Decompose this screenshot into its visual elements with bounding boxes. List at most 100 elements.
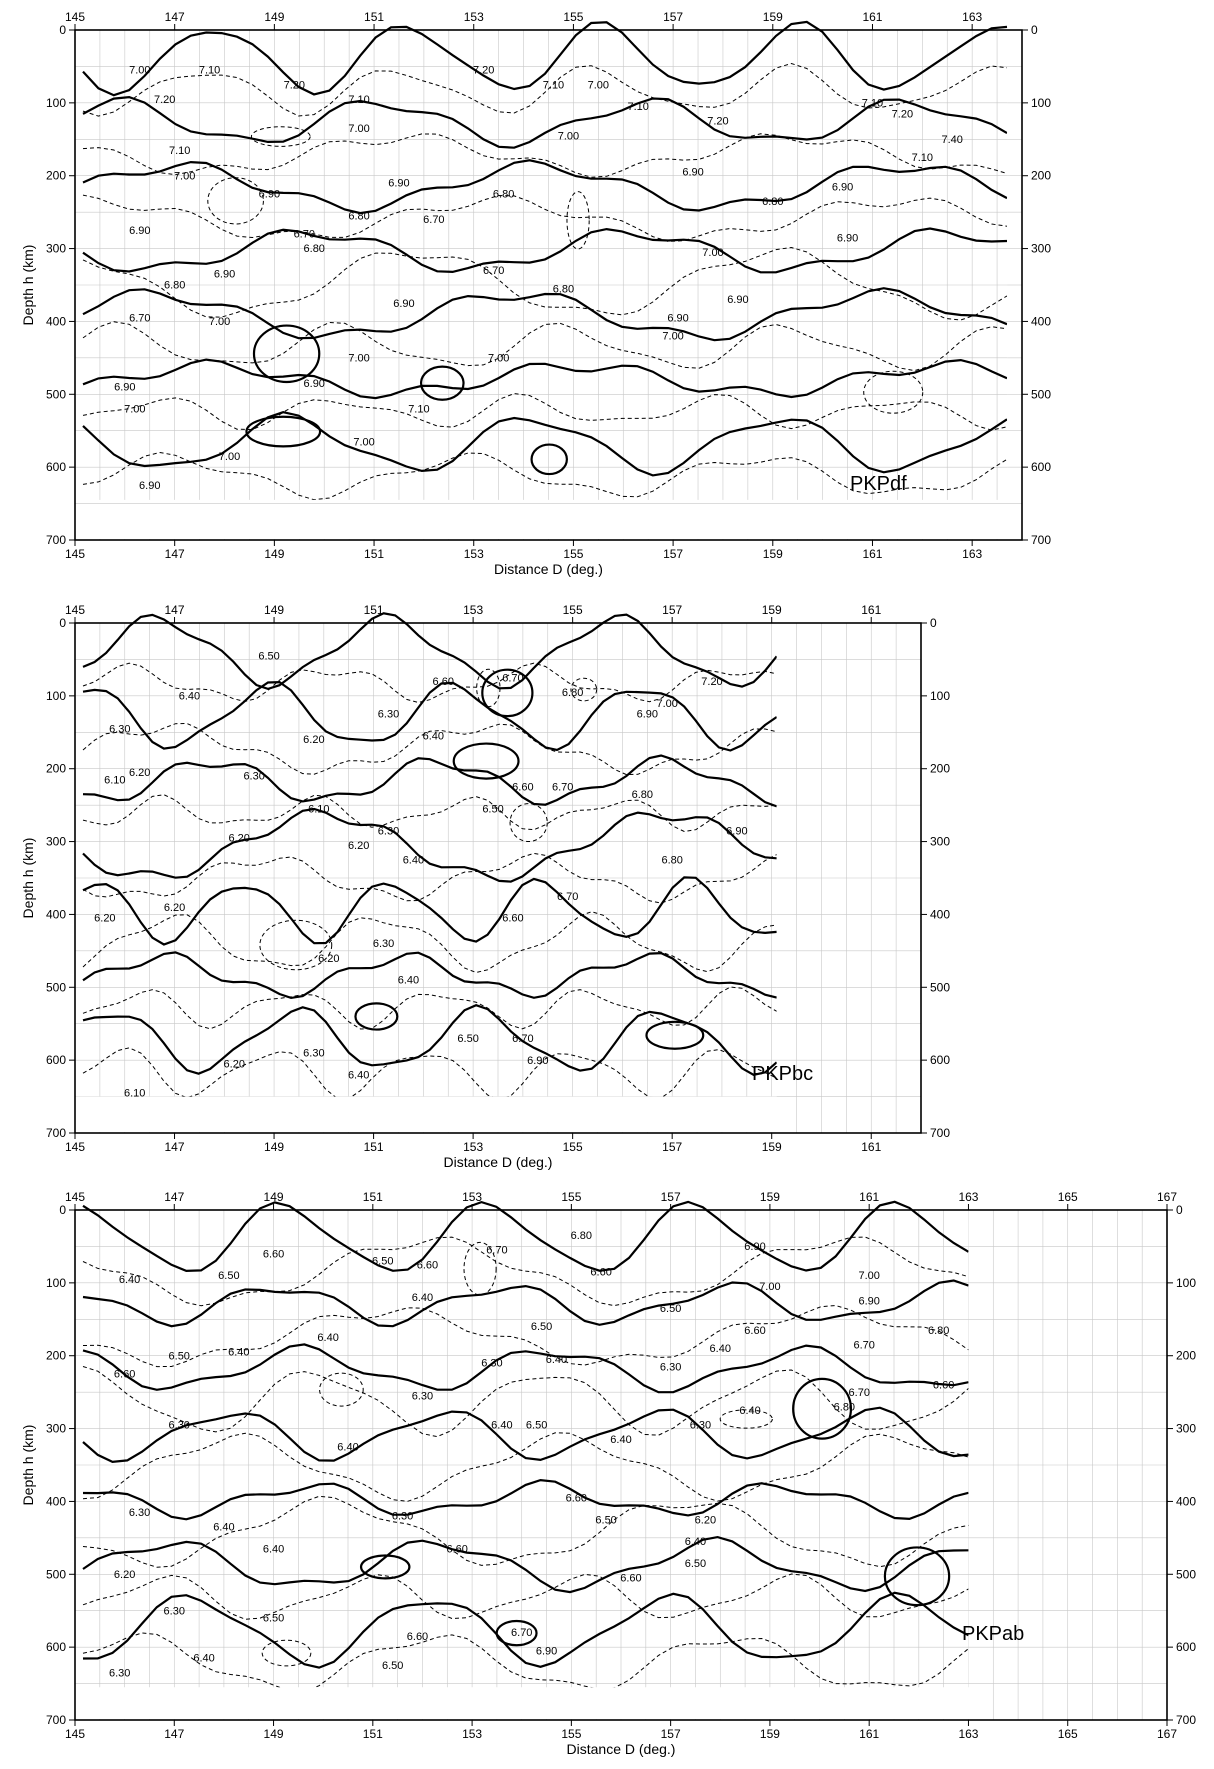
contour-label: 6.60 <box>114 1369 135 1381</box>
contour-loop <box>476 668 501 708</box>
contour-label: 6.40 <box>398 975 419 987</box>
contour-label: 6.90 <box>682 167 703 179</box>
y-tick-label: 600 <box>930 1053 950 1067</box>
contour-label: 6.90 <box>536 1645 557 1657</box>
contour-line <box>82 1432 969 1502</box>
x-tick-label: 167 <box>1157 1190 1177 1204</box>
contour-loop <box>452 742 520 780</box>
contour-label: 6.10 <box>124 1088 145 1100</box>
contour-line <box>82 227 1008 274</box>
contour-label: 6.90 <box>114 382 135 394</box>
contour-label: 6.90 <box>727 294 748 306</box>
contour-label: 7.10 <box>862 98 883 110</box>
contour-loop <box>259 919 333 971</box>
y-tick-label: 0 <box>59 23 66 37</box>
contour-label: 6.90 <box>129 225 150 237</box>
contour-loop <box>481 668 534 718</box>
contour-line <box>82 1366 969 1438</box>
y-tick-label: 300 <box>46 835 66 849</box>
contour-label: 6.20 <box>224 1058 245 1070</box>
y-tick-label: 100 <box>46 689 66 703</box>
x-tick-label: 159 <box>762 603 782 617</box>
x-tick-label: 157 <box>661 1190 681 1204</box>
contour-label: 6.40 <box>423 731 444 743</box>
x-tick-label: 147 <box>165 1140 185 1154</box>
contour-label: 6.50 <box>595 1514 616 1526</box>
contour-loop <box>645 1020 705 1050</box>
contour-label: 7.10 <box>628 101 649 113</box>
contour-label: 6.20 <box>94 913 115 925</box>
contour-line <box>82 358 1008 400</box>
contour-line <box>82 911 777 974</box>
contour-label: 6.70 <box>854 1339 875 1351</box>
contour-label: 6.40 <box>348 1069 369 1081</box>
contour-loop <box>261 1639 312 1667</box>
y-tick-label: 700 <box>46 1713 66 1727</box>
contour-line <box>82 1236 969 1307</box>
y-tick-label: 200 <box>46 169 66 183</box>
contour-loop <box>570 677 598 702</box>
x-tick-label: 151 <box>364 547 384 561</box>
contour-label: 6.30 <box>481 1358 502 1370</box>
contour-line <box>82 1478 969 1521</box>
x-tick-label: 163 <box>958 1190 978 1204</box>
contour-line <box>82 451 1008 501</box>
contour-label: 6.50 <box>382 1660 403 1672</box>
contour-line <box>82 95 1008 149</box>
contour-label: 6.50 <box>169 1350 190 1362</box>
x-tick-label: 145 <box>65 1727 85 1741</box>
contour-label: 6.60 <box>566 1492 587 1504</box>
contour-label: 6.40 <box>337 1441 358 1453</box>
x-tick-label: 147 <box>164 1727 184 1741</box>
y-tick-label: 200 <box>46 1349 66 1363</box>
contour-line <box>82 1535 969 1594</box>
contour-label: 6.30 <box>243 771 264 783</box>
contour-label: 6.30 <box>164 1605 185 1617</box>
contour-label: 6.20 <box>348 840 369 852</box>
contour-label: 6.40 <box>546 1354 567 1366</box>
y-tick-label: 0 <box>59 1203 66 1217</box>
plot-frame <box>74 1209 1168 1721</box>
contour-label: 6.20 <box>129 767 150 779</box>
contour-label: 7.10 <box>543 79 564 91</box>
y-tick-label: 600 <box>1031 460 1051 474</box>
plot-frame <box>74 622 922 1134</box>
contour-label: 7.10 <box>912 152 933 164</box>
x-tick-label: 145 <box>65 603 85 617</box>
contour-line <box>82 612 778 691</box>
y-tick-label: 600 <box>46 460 66 474</box>
plot-frame <box>74 29 1023 541</box>
contour-loop <box>252 324 321 384</box>
x-tick-label: 157 <box>661 1727 681 1741</box>
contour-label: 6.70 <box>557 891 578 903</box>
contour-loop <box>319 1372 364 1407</box>
contour-label: 6.70 <box>511 1627 532 1639</box>
x-tick-label: 149 <box>264 1190 284 1204</box>
contour-label: 6.70 <box>483 265 504 277</box>
contour-line <box>82 1406 969 1464</box>
x-tick-label: 149 <box>264 603 284 617</box>
x-tick-label: 153 <box>463 603 483 617</box>
contour-label: 6.40 <box>412 1292 433 1304</box>
y-tick-label: 100 <box>930 689 950 703</box>
y-tick-label: 200 <box>1031 169 1051 183</box>
y-tick-label: 0 <box>1176 1203 1183 1217</box>
contour-line <box>82 1200 970 1273</box>
x-tick-label: 145 <box>65 547 85 561</box>
y-tick-label: 0 <box>59 616 66 630</box>
panel-label: PKPdf <box>850 473 907 495</box>
x-tick-label: 157 <box>662 603 682 617</box>
x-tick-label: 151 <box>364 603 384 617</box>
contour-label: 6.50 <box>263 1613 284 1625</box>
y-tick-label: 100 <box>46 1276 66 1290</box>
contour-line <box>82 1343 969 1394</box>
contour-loop <box>566 191 590 250</box>
y-tick-label: 500 <box>930 980 950 994</box>
contour-label: 7.00 <box>858 1270 879 1282</box>
chart-panel-PKPab: 6.80 6.70 6.60 6.50 6.40 6.50 6.60 6.40 6.60 6.50… <box>20 1190 1196 1757</box>
contour-label: 6.50 <box>531 1321 552 1333</box>
x-tick-label: 157 <box>662 1140 682 1154</box>
contour-label: 7.00 <box>662 331 683 343</box>
contour-label: 6.70 <box>849 1387 870 1399</box>
x-tick-label: 167 <box>1157 1727 1177 1741</box>
